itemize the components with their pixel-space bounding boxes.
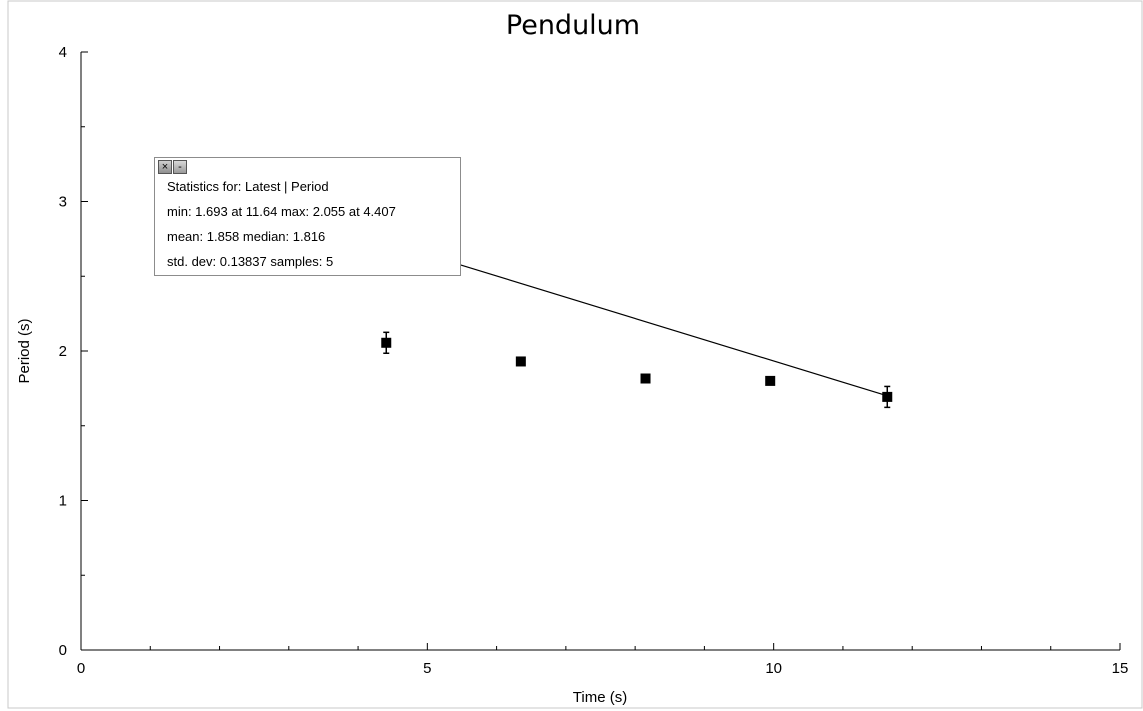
- statistics-stddev-samples: std. dev: 0.13837 samples: 5: [167, 254, 334, 269]
- statistics-mean-median: mean: 1.858 median: 1.816: [167, 229, 326, 244]
- y-tick-label: 3: [59, 194, 67, 211]
- close-icon[interactable]: ×: [158, 160, 172, 174]
- chart-frame: [7, 0, 1143, 709]
- data-point: [765, 375, 776, 386]
- statistics-min-max: min: 1.693 at 11.64 max: 2.055 at 4.407: [167, 204, 396, 219]
- x-tick-label: 10: [765, 660, 782, 677]
- y-tick-label: 2: [59, 343, 67, 360]
- minimize-icon[interactable]: -: [173, 160, 187, 174]
- data-point: [640, 373, 651, 384]
- statistics-title: Statistics for: Latest | Period: [167, 179, 329, 194]
- x-axis-label: Time (s): [573, 689, 627, 706]
- chart-title: Pendulum: [506, 10, 640, 41]
- data-point: [515, 356, 526, 367]
- x-tick-label: 0: [77, 660, 85, 677]
- y-tick-label: 1: [59, 493, 67, 510]
- y-tick-label: 0: [59, 642, 67, 659]
- x-tick-label: 15: [1112, 660, 1129, 677]
- plot-layer: 0 5 10 15 0 1 2 3 4: [59, 44, 1129, 677]
- y-axis-label: Period (s): [16, 318, 33, 383]
- statistics-box-controls: × -: [158, 160, 187, 174]
- statistics-box[interactable]: × - Statistics for: Latest | Period min:…: [154, 157, 461, 276]
- y-tick-label: 4: [59, 44, 67, 61]
- data-point: [381, 337, 392, 348]
- annotation-line: [458, 263, 888, 397]
- data-point: [882, 391, 893, 402]
- x-tick-label: 5: [423, 660, 431, 677]
